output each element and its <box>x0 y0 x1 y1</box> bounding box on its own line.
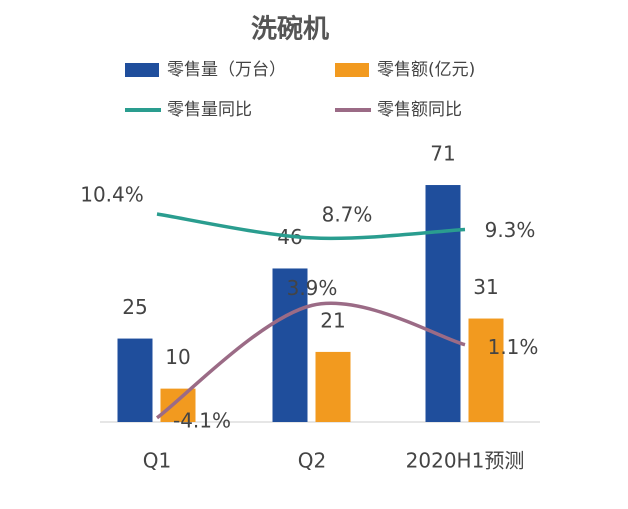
data-label: 25 <box>122 295 147 319</box>
legend-label: 零售额(亿元) <box>377 60 475 80</box>
bar <box>425 185 461 422</box>
data-label: 8.7% <box>322 202 373 226</box>
bar <box>160 388 196 422</box>
x-tick-label: 2020H1预测 <box>406 449 525 473</box>
data-label: 21 <box>320 308 345 332</box>
data-label: 10.4% <box>80 183 144 207</box>
data-label: -4.1% <box>173 408 231 432</box>
line <box>155 301 466 420</box>
bar <box>272 268 308 422</box>
legend-label: 零售量同比 <box>167 100 252 120</box>
data-label: 9.3% <box>485 218 536 242</box>
line <box>156 212 466 241</box>
bar <box>117 338 153 422</box>
data-label: 71 <box>430 142 455 166</box>
data-label: 31 <box>473 275 498 299</box>
data-label: 3.9% <box>287 276 338 300</box>
legend-swatch <box>335 63 369 77</box>
legend-label: 零售额同比 <box>377 100 462 120</box>
legend-swatch <box>125 63 159 77</box>
data-label: 1.1% <box>488 335 539 359</box>
bar <box>468 318 504 422</box>
chart-title: 洗碗机 <box>251 14 329 45</box>
data-label: 10 <box>165 345 190 369</box>
x-tick-label: Q1 <box>143 449 171 473</box>
x-tick-label: Q2 <box>298 449 326 473</box>
bar <box>315 351 351 422</box>
legend-label: 零售量（万台） <box>167 60 286 80</box>
